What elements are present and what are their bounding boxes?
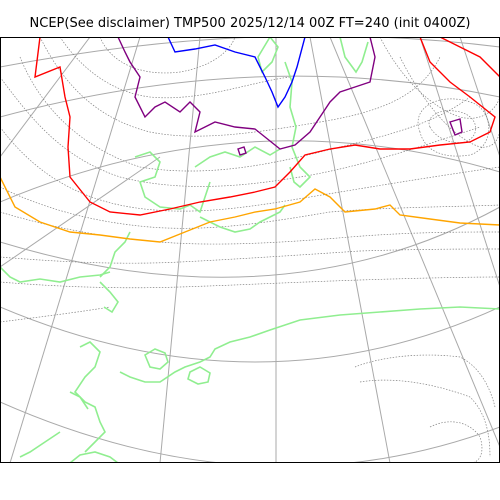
coastline-canadian-arctic	[134, 151, 211, 214]
temperature-contours	[0, 37, 500, 463]
meridian	[0, 156, 161, 268]
isotherm-purple-small	[449, 118, 463, 136]
meridian	[9, 37, 141, 463]
latitude-circle	[0, 140, 500, 203]
map-title: NCEP(See disclaimer) TMP500 2025/12/14 0…	[29, 16, 471, 31]
latitude-circle	[0, 401, 500, 463]
latitude-circle	[0, 75, 500, 118]
coastline-north-america	[0, 266, 111, 283]
latitude-circle	[0, 306, 500, 363]
isotherm-red-ne	[439, 37, 500, 78]
latitude-circle	[0, 206, 500, 278]
isotherm-purple-dot	[237, 146, 247, 156]
isotherm-blue	[167, 37, 306, 109]
isotherm-purple	[117, 37, 376, 150]
coastline	[0, 37, 500, 463]
coastline-canadian-arctic-2	[194, 146, 281, 168]
weather-map	[0, 37, 500, 463]
coastline-south	[69, 451, 119, 463]
isotherm-orange	[0, 176, 500, 243]
coastline-east-greenland	[284, 61, 312, 189]
meridian	[159, 37, 201, 463]
coastline-greenland	[257, 37, 279, 74]
meridian	[419, 37, 500, 288]
meridian	[0, 37, 91, 158]
graticule	[0, 37, 500, 463]
coastline-hudson-bay	[199, 204, 286, 233]
meridian	[459, 37, 500, 158]
coastline-svalbard	[339, 37, 369, 74]
coastline-aleutian	[19, 431, 61, 458]
coastline-europe	[119, 306, 500, 383]
coastline-newfoundland	[99, 281, 119, 314]
coastline-iceland	[187, 366, 211, 385]
meridian	[309, 37, 391, 463]
meridian	[329, 37, 500, 448]
coastline-bering	[69, 391, 89, 410]
isotherm-red	[34, 37, 496, 216]
coastline-british-isles	[143, 348, 169, 370]
highlighted-isotherms	[0, 37, 500, 243]
